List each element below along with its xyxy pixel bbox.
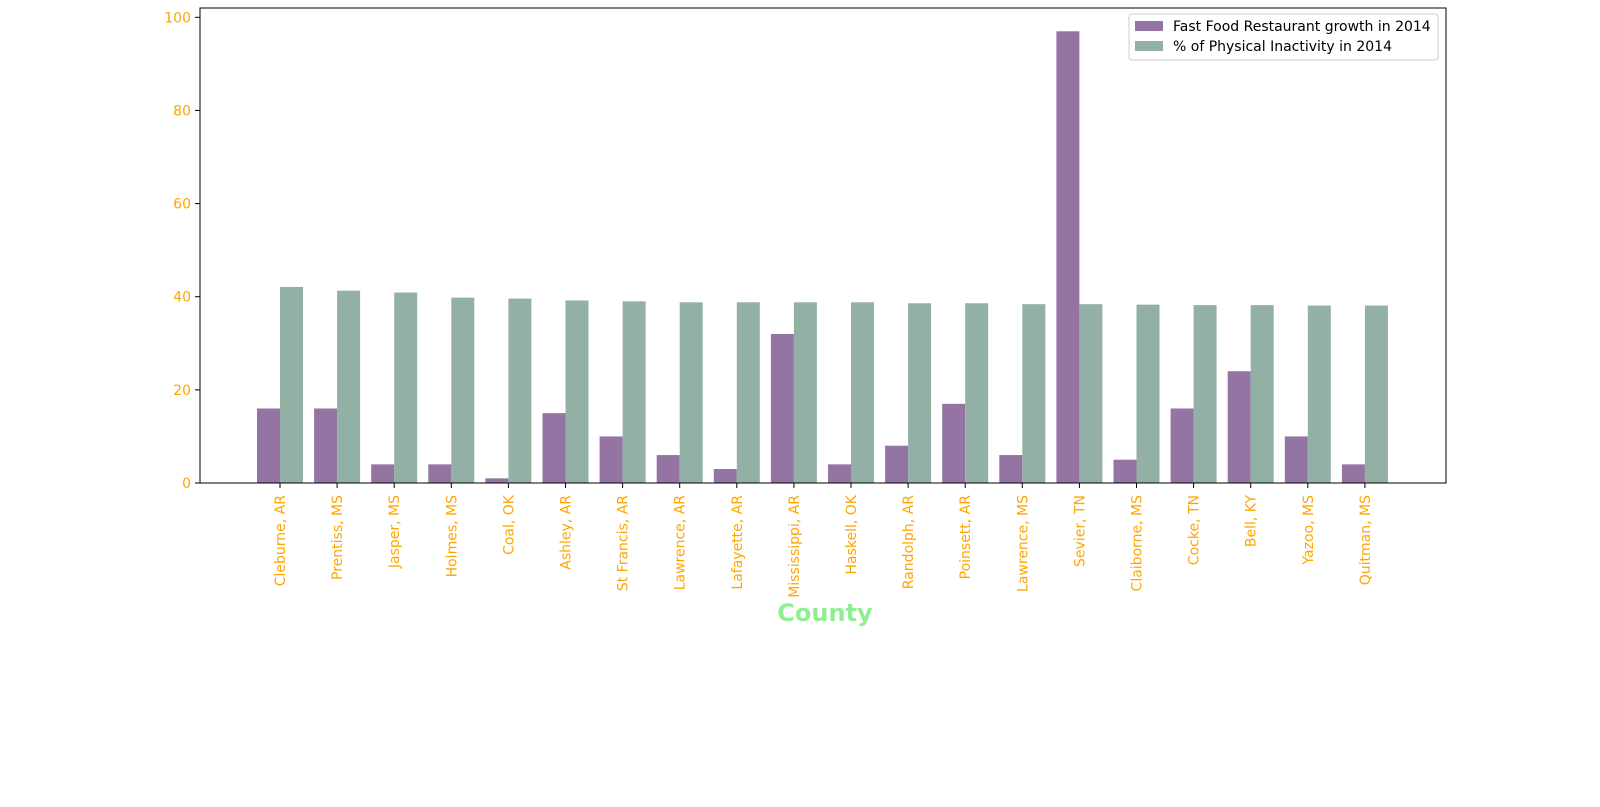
bar-fast-food-growth [1170,408,1194,483]
bar-fast-food-growth [828,464,851,483]
bar-fast-food-growth [599,436,623,483]
bar-fast-food-growth [770,333,794,483]
bar-fast-food-growth [1284,436,1308,483]
y-tick-label: 40 [173,290,191,306]
bars-layer [257,31,1388,484]
x-axis-ticks: Cleburne, AR Prentiss, MS Jasper, MS Holmes… [273,483,1374,598]
y-tick-label: 20 [173,383,191,399]
bar-fast-food-growth [1056,31,1080,484]
bar-fast-food-growth [656,455,680,483]
x-tick-label: Haskell, OK [844,494,860,574]
x-tick-label: Quitman, MS [1358,495,1374,585]
bar-physical-inactivity [622,301,646,483]
y-tick-label: 0 [182,476,191,492]
x-tick-label: Cocke, TN [1187,495,1203,565]
x-tick-label: Yazoo, MS [1301,495,1317,566]
x-tick-label: Lawrence, MS [1015,495,1031,592]
bar-fast-food-growth [999,455,1023,483]
x-tick-label: St Francis, AR [616,495,632,591]
x-tick-label: Prentiss, MS [330,495,346,580]
legend-swatch [1135,21,1163,31]
bar-fast-food-growth [542,413,566,483]
x-tick-label: Coal, OK [501,494,517,555]
x-axis-label: County [777,599,873,627]
x-tick-label: Ashley, AR [559,495,575,570]
bar-fast-food-growth [885,445,909,483]
x-tick-label: Bell, KY [1244,495,1260,548]
y-tick-label: 100 [164,10,191,26]
x-tick-label: Holmes, MS [444,495,460,578]
bar-fast-food-growth [942,403,966,483]
bar-fast-food-growth [1227,371,1251,483]
bar-physical-inactivity [1079,304,1103,483]
bar-physical-inactivity [565,300,589,483]
bar-physical-inactivity [851,302,874,483]
legend-box [1128,13,1439,61]
x-tick-label: Poinsett, AR [958,495,974,580]
x-tick-label: Mississippi, AR [787,495,803,598]
y-tick-label: 60 [173,197,191,213]
bar-physical-inactivity [451,297,475,483]
bar-physical-inactivity [1136,304,1160,483]
y-tick-label: 80 [173,103,191,119]
bar-physical-inactivity [394,292,418,483]
x-tick-label: Cleburne, AR [273,495,289,587]
bar-physical-inactivity [1250,305,1274,483]
legend-swatch [1135,41,1163,51]
bar-physical-inactivity [280,286,303,483]
legend-label: Fast Food Restaurant growth in 2014 [1173,19,1431,35]
x-tick-label: Sevier, TN [1072,495,1088,567]
bar-physical-inactivity [1193,305,1217,483]
bar-fast-food-growth [1341,464,1365,483]
bar-physical-inactivity [965,303,989,483]
bar-fast-food-growth [314,408,338,483]
bar-fast-food-growth [257,408,280,483]
bar-physical-inactivity [793,302,817,483]
x-tick-label: Lawrence, AR [673,495,689,591]
bar-fast-food-growth [371,464,395,483]
bar-fast-food-growth [713,469,737,483]
bar-physical-inactivity [1022,304,1046,483]
bar-physical-inactivity [679,302,703,483]
bar-physical-inactivity [908,303,932,483]
legend: Fast Food Restaurant growth in 2014 % of … [1128,13,1439,61]
bar-fast-food-growth [485,478,509,483]
bar-physical-inactivity [337,290,361,483]
plot-frame [199,7,1447,484]
x-tick-label: Randolph, AR [901,495,917,589]
y-axis-ticks: 0 20 40 60 80 100 [164,10,200,492]
x-tick-label: Claiborne, MS [1130,495,1146,592]
bar-physical-inactivity [1307,305,1331,483]
x-tick-label: Jasper, MS [387,495,403,569]
x-tick-label: Lafayette, AR [730,495,746,590]
bar-fast-food-growth [1113,459,1137,483]
bar-physical-inactivity [508,298,532,483]
bar-fast-food-growth [428,464,452,483]
bar-physical-inactivity [1364,305,1388,483]
legend-label: % of Physical Inactivity in 2014 [1173,39,1392,55]
bar-physical-inactivity [736,302,760,483]
